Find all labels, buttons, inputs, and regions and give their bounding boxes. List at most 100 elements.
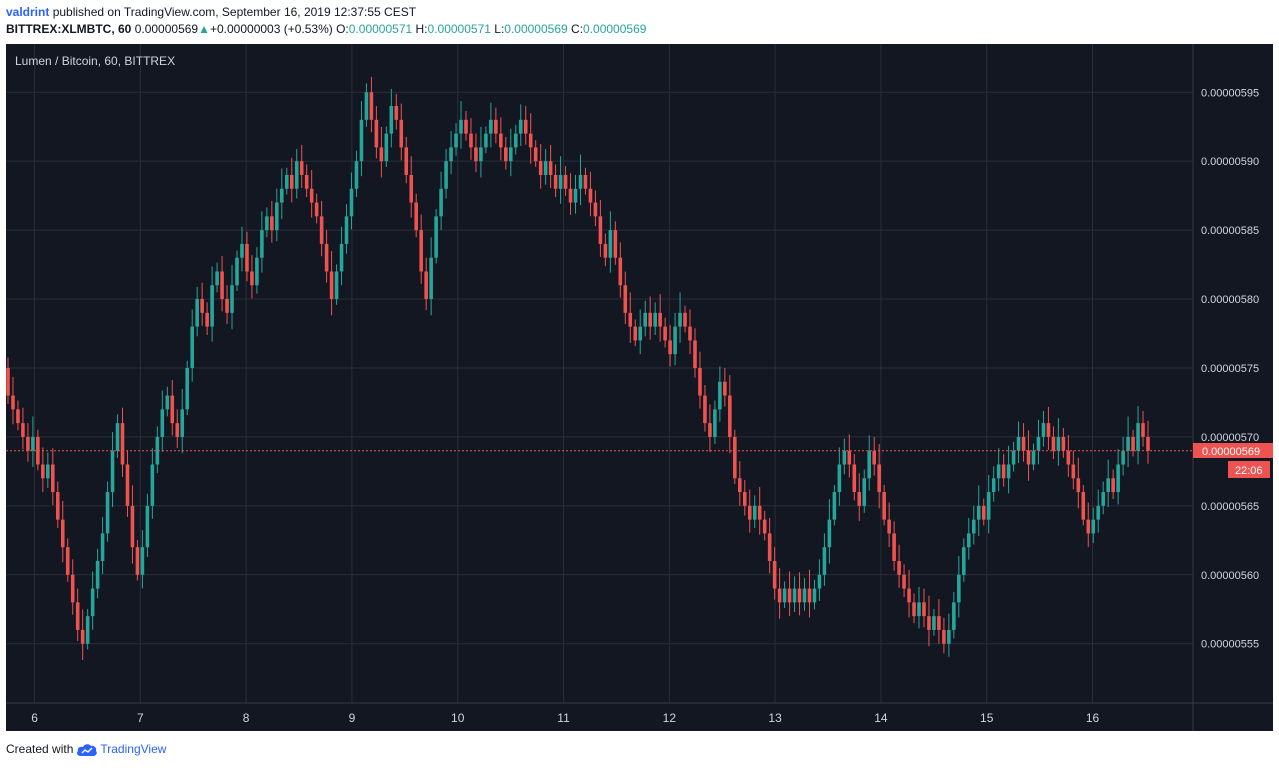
candle-body (757, 505, 762, 520)
candle-body (583, 174, 588, 189)
candle-body (837, 464, 842, 493)
candle-body (404, 147, 409, 175)
candle-body (1046, 423, 1051, 437)
candle-body (260, 230, 264, 258)
candle-body (633, 326, 638, 341)
low-value: 0.00000569 (504, 22, 568, 36)
candle-body (444, 161, 448, 189)
candle-body (812, 588, 817, 603)
candle-body (872, 450, 876, 465)
candle-body (26, 436, 30, 451)
candle-body (1146, 436, 1150, 451)
candle-body (1116, 464, 1120, 493)
candle-body (409, 174, 414, 203)
candle-body (862, 478, 867, 506)
candle-body (155, 436, 160, 465)
candle-body (65, 547, 70, 575)
candle-body (698, 367, 702, 396)
candlestick-chart[interactable]: 0.00000595 0.00000590 0.00000585 0.00000580… (6, 44, 1273, 731)
tradingview-brand-link[interactable]: TradingView (100, 742, 167, 756)
candle-body (85, 616, 90, 644)
y-tick-label: 0.00000585 (1201, 225, 1259, 237)
chart-area[interactable]: 0.00000595 0.00000590 0.00000585 0.00000580… (6, 44, 1273, 731)
candle-body (46, 464, 50, 479)
candle-body (459, 119, 463, 134)
candle-body (289, 174, 294, 189)
candle-body (165, 395, 170, 410)
candle-body (474, 147, 478, 162)
candle-body (1066, 450, 1071, 465)
candle-body (927, 616, 931, 630)
candle-body (429, 257, 433, 300)
candle-body (817, 574, 822, 589)
candle-body (145, 505, 150, 548)
candle-body (568, 188, 573, 203)
x-tick-label: 15 (980, 711, 994, 725)
candle-body (170, 395, 175, 424)
candle-body (981, 505, 986, 520)
candle-body (180, 409, 185, 437)
author-link[interactable]: valdrint (6, 5, 50, 19)
candle-body (777, 588, 782, 603)
close-value: 0.00000569 (583, 22, 647, 36)
candle-body (504, 147, 508, 162)
candle-body (349, 188, 354, 217)
candle-body (374, 119, 379, 148)
candle-body (643, 312, 647, 327)
candle-body (553, 174, 558, 189)
candle-body (877, 464, 881, 493)
candle-body (1121, 450, 1125, 465)
candle-body (538, 161, 543, 175)
candle-body (105, 492, 110, 534)
candle-body (220, 271, 224, 300)
candle-body (115, 423, 120, 451)
candle-body (966, 533, 971, 548)
candle-body (608, 230, 613, 258)
candle-body (299, 161, 304, 175)
candle-body (733, 436, 737, 479)
candle-body (354, 161, 359, 189)
candle-body (952, 602, 956, 630)
candle-body (11, 395, 15, 410)
candle-body (658, 312, 662, 327)
x-tick-label: 9 (349, 711, 356, 725)
candle-body (1091, 519, 1096, 534)
candle-body (210, 285, 214, 327)
candle-body (1056, 436, 1061, 451)
countdown-badge (1228, 461, 1270, 478)
candle-body (1071, 464, 1076, 479)
candle-body (942, 629, 946, 644)
candle-body (265, 216, 269, 231)
y-tick-label: 0.00000595 (1201, 87, 1259, 99)
candle-body (947, 629, 951, 644)
candle-body (1001, 464, 1006, 479)
candle-body (51, 464, 55, 493)
candle-body (275, 202, 279, 231)
candle-body (255, 257, 259, 286)
price-axis[interactable]: 0.00000595 0.00000590 0.00000585 0.00000580… (1201, 87, 1259, 650)
candle-body (867, 450, 872, 479)
candle-body (1011, 450, 1016, 465)
candle-body (195, 299, 199, 327)
candle-body (1081, 492, 1086, 520)
time-axis[interactable]: 6 7 8 9 10 11 12 13 14 15 16 (31, 711, 1099, 725)
candle-body (175, 423, 180, 437)
candle-body (125, 464, 130, 506)
candle-body (922, 602, 926, 617)
candle-body (578, 174, 583, 189)
high-value: 0.00000571 (427, 22, 491, 36)
candle-body (907, 588, 911, 603)
change-up-arrow-icon: ▲ (198, 22, 210, 36)
candle-body (314, 202, 319, 217)
candle-body (80, 629, 85, 644)
candle-body (1031, 450, 1036, 465)
x-tick-label: 7 (137, 711, 144, 725)
ohlc-legend: BITTREX:XLMBTC, 60 0.00000569▲+0.0000000… (6, 22, 646, 36)
candle-body (563, 174, 568, 189)
candle-body (638, 326, 643, 341)
candle-body (976, 505, 981, 520)
candle-body (962, 547, 966, 575)
candle-body (1111, 478, 1115, 493)
candle-body (623, 285, 628, 313)
candle-body (230, 285, 234, 313)
